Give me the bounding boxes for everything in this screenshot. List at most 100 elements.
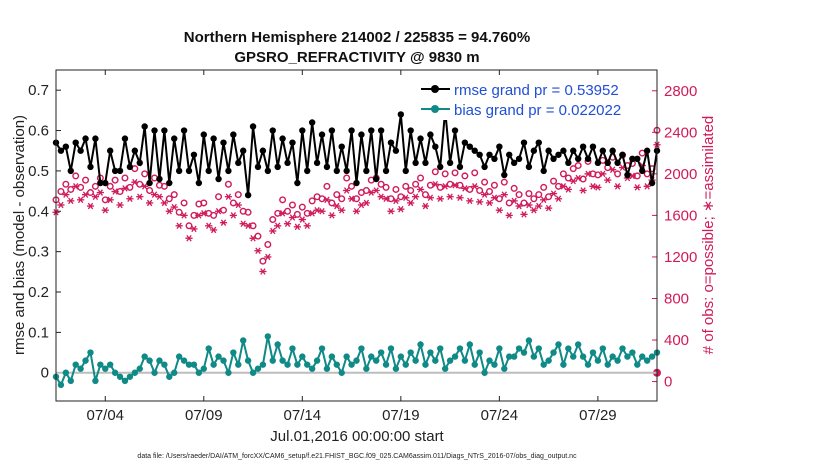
rmse-marker [392, 147, 400, 154]
y-right-tick-label: 400 [664, 332, 689, 349]
obs-assimilated-marker [77, 196, 85, 204]
rmse-marker [294, 179, 301, 187]
obs-assimilated-marker [382, 195, 390, 203]
obs-assimilated-marker [426, 194, 434, 202]
rmse-marker [584, 155, 592, 163]
rmse-marker [545, 147, 552, 154]
bias-marker [461, 357, 469, 364]
y-tick-label: 0.4 [28, 203, 49, 220]
rmse-marker [525, 163, 533, 171]
y-tick-label: 0.7 [28, 82, 49, 99]
legend-background [415, 76, 641, 120]
rmse-marker [254, 163, 262, 171]
legend: rmse grand pr = 0.53952 bias grand pr = … [415, 76, 641, 120]
obs-assimilated-marker [352, 207, 361, 215]
bias-marker [609, 353, 616, 360]
bias-marker [102, 365, 109, 372]
rmse-marker [77, 147, 84, 154]
bias-marker [166, 373, 173, 380]
bias-marker [318, 345, 326, 352]
bias-marker [639, 353, 646, 360]
obs-possible-marker [77, 183, 85, 191]
obs-assimilated-marker [510, 197, 518, 205]
obs-possible-marker [165, 195, 173, 203]
rmse-marker [520, 139, 528, 146]
rmse-marker [510, 159, 518, 167]
bias-marker [491, 361, 498, 368]
obs-assimilated-marker [589, 183, 597, 190]
rmse-marker [506, 151, 513, 158]
rmse-marker [461, 139, 469, 146]
y-right-tick-label: 1200 [664, 249, 697, 266]
obs-assimilated-marker [333, 202, 341, 210]
obs-possible-marker [67, 185, 75, 193]
obs-possible-marker [535, 191, 543, 199]
obs-possible-marker [397, 193, 405, 201]
obs-assimilated-marker [456, 194, 464, 202]
bias-marker [353, 357, 360, 364]
obs-assimilated-marker [67, 197, 75, 205]
obs-assimilated-marker [62, 191, 70, 198]
obs-possible-marker [545, 193, 553, 201]
bias-marker [92, 377, 99, 385]
obs-assimilated-marker [387, 207, 395, 215]
bias-marker [412, 357, 419, 364]
obs-assimilated-marker [244, 222, 252, 230]
bias-marker [328, 353, 336, 360]
rmse-marker [515, 155, 523, 163]
rmse-marker [639, 167, 646, 175]
obs-assimilated-marker [609, 166, 617, 173]
obs-assimilated-marker [145, 199, 154, 207]
bias-marker [466, 341, 474, 348]
bias-marker [387, 345, 395, 352]
bias-marker [111, 369, 119, 376]
obs-assimilated-marker [480, 191, 489, 198]
bias-marker [496, 345, 503, 352]
bias-marker [471, 361, 478, 368]
bias-marker [72, 361, 79, 368]
bias-marker [643, 357, 651, 364]
y-tick-label: 0 [41, 365, 49, 382]
bias-marker [619, 345, 626, 352]
obs-assimilated-marker [86, 202, 95, 210]
bias-marker [530, 353, 538, 360]
obs-possible-marker [343, 174, 351, 182]
bias-marker [57, 381, 65, 389]
obs-assimilated-marker [362, 199, 370, 207]
rmse-marker [412, 159, 419, 167]
obs-possible-marker [288, 201, 296, 209]
obs-possible-marker [495, 195, 503, 203]
obs-possible-marker [382, 183, 390, 191]
bias-marker [175, 353, 183, 360]
obs-possible-marker [224, 180, 232, 188]
obs-possible-marker [323, 182, 331, 190]
bias-marker [210, 361, 217, 368]
obs-assimilated-marker [254, 247, 262, 254]
bias-marker [348, 361, 355, 368]
rmse-marker [225, 167, 232, 175]
obs-assimilated-marker [91, 193, 100, 200]
obs-possible-marker [244, 208, 252, 216]
bias-marker [560, 361, 567, 368]
bias-marker [215, 353, 222, 360]
bias-marker [476, 349, 483, 356]
obs-assimilated-marker [175, 222, 183, 230]
obs-assimilated-marker [347, 195, 356, 203]
obs-possible-marker [471, 169, 479, 177]
obs-possible-marker [407, 186, 415, 194]
obs-possible-marker [594, 171, 602, 179]
bias-marker [486, 357, 493, 364]
bias-marker [82, 357, 89, 364]
rmse-marker [348, 127, 355, 134]
rmse-marker [111, 167, 119, 175]
rmse-marker [264, 167, 272, 175]
rmse-marker [496, 143, 503, 150]
rmse-marker [624, 171, 631, 179]
obs-assimilated-marker [323, 196, 331, 204]
y-right-tick-label: 2400 [664, 124, 697, 141]
obs-assimilated-marker [214, 207, 223, 215]
rmse-marker [308, 119, 316, 126]
obs-possible-marker [421, 191, 429, 199]
bias-marker [239, 337, 247, 344]
obs-assimilated-marker [293, 223, 301, 231]
